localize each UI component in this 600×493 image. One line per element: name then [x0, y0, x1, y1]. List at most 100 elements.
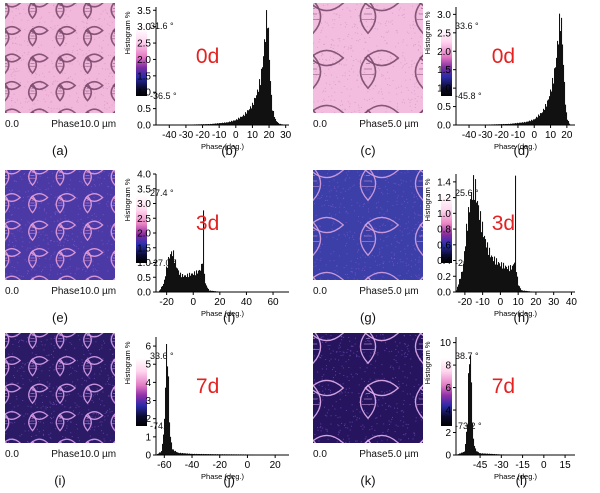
histogram-bin: [228, 122, 230, 125]
histogram-bin: [161, 451, 163, 455]
histogram-bin: [484, 453, 486, 455]
histogram-bin: [207, 287, 209, 292]
histogram-bin: [513, 123, 515, 125]
x-tick-label: 0: [245, 460, 251, 471]
afm-caption-channel: Phase: [359, 286, 388, 297]
histogram-bin: [471, 382, 473, 455]
y-tick-label: 3.5: [137, 6, 151, 17]
histogram-bin: [509, 271, 511, 292]
histogram-bin: [481, 453, 483, 455]
histogram-bin: [259, 79, 261, 125]
histogram-bin: [205, 283, 207, 292]
histogram-bin: [270, 81, 272, 125]
histogram-bin: [545, 103, 547, 125]
histogram-bin: [527, 121, 529, 125]
histogram-bin: [554, 68, 556, 125]
histogram-bin: [553, 83, 555, 125]
histogram-bin: [511, 123, 513, 125]
y-tick-label: 1: [145, 432, 151, 443]
afm-caption-scale: 5.0 µm: [387, 119, 419, 130]
histogram-bin: [488, 254, 490, 292]
histogram-bin: [213, 123, 215, 125]
colorbar-max-label: 33.6 °: [150, 351, 174, 361]
histogram-bin: [484, 235, 486, 292]
aging-day-label: 3d: [195, 212, 220, 235]
histogram-bin: [491, 255, 493, 292]
phase-colorbar: [441, 28, 452, 96]
histogram-bin: [225, 122, 227, 125]
histogram-bin: [166, 344, 168, 455]
histogram-bin: [231, 120, 233, 125]
y-tick-label: 4.0: [137, 170, 151, 181]
histogram-bin: [167, 366, 169, 455]
histogram-bin: [515, 123, 517, 125]
y-tick-label: 1.5: [137, 243, 151, 254]
histogram-bin: [212, 290, 214, 292]
histogram-bin: [465, 443, 467, 455]
histogram-bin: [199, 453, 201, 455]
histogram-bin: [163, 283, 165, 292]
histogram-bin: [521, 122, 523, 125]
histogram-bin: [201, 453, 203, 455]
histogram-bin: [214, 123, 216, 125]
histogram-bin: [524, 121, 526, 125]
histogram-bin: [175, 450, 177, 455]
y-tick-label: 0.4: [437, 256, 451, 267]
histogram-bin: [181, 277, 183, 292]
afm-caption-channel: Phase: [359, 119, 388, 130]
histogram-bin: [482, 453, 484, 455]
y-tick-label: 3.0: [137, 22, 151, 33]
y-axis-label: Histogram %: [423, 178, 432, 221]
histogram-bin: [536, 116, 538, 125]
histogram-bin: [165, 276, 167, 292]
histogram-bin: [547, 100, 549, 125]
histogram-plot: 0 2 4 6 8 10 -45 -30 -15 0 15 Phase (deg.) Histogram…: [423, 337, 576, 481]
histogram-bin: [232, 121, 234, 125]
histogram-bin: [215, 123, 217, 125]
histogram-bin: [267, 28, 269, 125]
subfigure-label: (b): [221, 143, 238, 158]
histogram-bin: [563, 64, 565, 125]
histogram-bin: [467, 230, 469, 292]
x-tick-label: -20: [458, 297, 473, 308]
histogram-bin: [472, 199, 474, 292]
histogram-bin: [180, 272, 182, 292]
histogram-bin: [182, 273, 184, 292]
histogram-bin: [246, 113, 248, 125]
histogram-bin: [557, 40, 559, 126]
colorbar-min-label: -27.0 °: [150, 258, 177, 268]
histogram-bin: [489, 453, 491, 455]
histogram-bars: [156, 10, 287, 126]
histogram-bin: [475, 179, 477, 292]
histogram-bin: [496, 258, 498, 292]
histogram-bin: [211, 290, 213, 292]
histogram-bin: [471, 191, 473, 292]
histogram-bin: [247, 110, 249, 125]
histogram-bin: [190, 275, 192, 292]
histogram-bin: [216, 123, 218, 125]
x-tick-label: 10: [545, 130, 557, 141]
histogram-bin: [165, 387, 167, 455]
histogram-bin: [269, 59, 271, 125]
histogram-bars: [156, 344, 290, 455]
histogram-bin: [518, 285, 520, 292]
histogram-bin: [490, 453, 492, 455]
afm-caption-channel: Phase: [51, 449, 80, 460]
y-tick-label: 0.0: [137, 288, 151, 299]
histogram-bin: [501, 262, 503, 292]
histogram-bin: [516, 272, 518, 292]
histogram-bin: [279, 123, 281, 125]
x-tick-label: 20: [561, 130, 573, 141]
histogram-bin: [161, 286, 163, 292]
histogram-plot: 0.0 0.5 1.0 1.5 2.0 2.5 3.0 3.5 4.0 -20 0 20 40 60 Pha…: [123, 170, 289, 318]
histogram-plot: 0.0 0.5 1.0 1.5 2.0 2.5 3.0 3.5 -40 -30 -20 -10 0 10 2…: [123, 6, 292, 151]
histogram-bin: [481, 232, 483, 292]
histogram-bin: [466, 223, 468, 292]
histogram-bin: [213, 290, 215, 292]
histogram-bin: [251, 108, 253, 125]
histogram-plot: 0.0 0.2 0.4 0.6 0.8 1.0 1.2 1.4 -20 -10 0 10 20 30 40 P…: [423, 174, 577, 318]
histogram-bin: [209, 290, 211, 292]
x-axis-label: Phase (deg.): [201, 309, 244, 318]
histogram-bin: [523, 122, 525, 125]
histogram-bin: [206, 285, 208, 292]
